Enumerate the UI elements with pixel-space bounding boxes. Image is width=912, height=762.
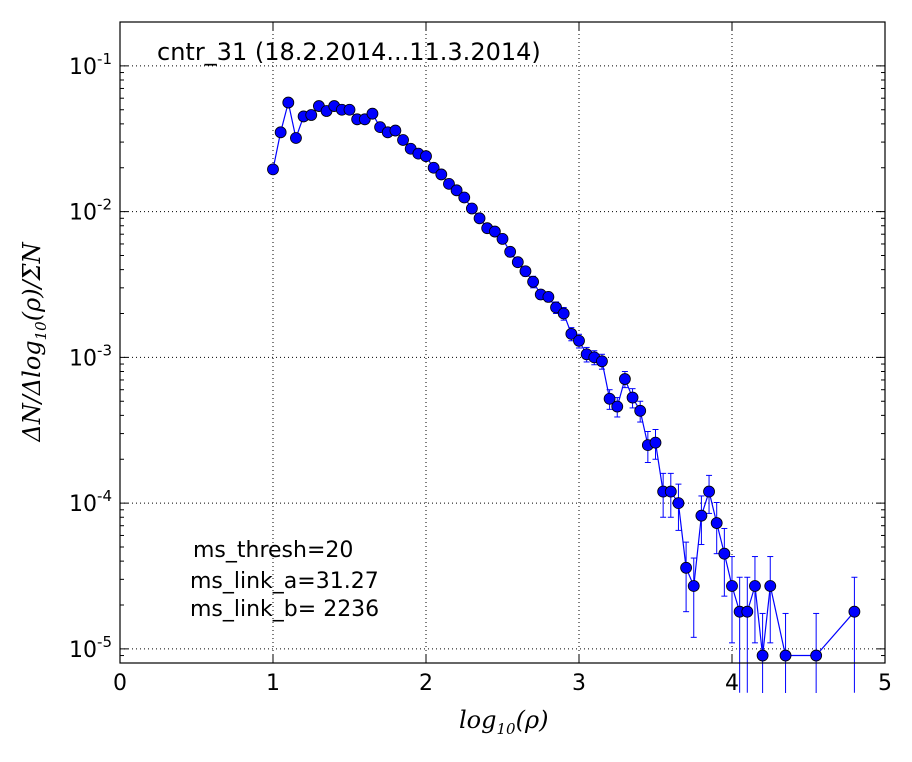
data-point: [519, 265, 532, 278]
data-point: [542, 290, 555, 303]
y-axis-label: ΔN/Δlog10(ρ)/ΣN: [18, 241, 50, 442]
data-point: [573, 334, 585, 347]
data-point: [756, 649, 769, 662]
data-point: [305, 109, 318, 121]
annotation-ms-link-a: ms_link_a=31.27: [190, 569, 379, 594]
data-point: [749, 580, 761, 592]
x-tick-label: 3: [572, 671, 586, 696]
annotation-ms-thresh: ms_thresh=20: [193, 538, 353, 563]
y-tick-label: 10-2: [69, 196, 112, 226]
data-point: [626, 391, 639, 404]
x-tick-label: 2: [419, 671, 433, 696]
data-point: [726, 580, 738, 592]
data-point: [557, 307, 570, 320]
data-point: [465, 202, 478, 215]
x-tick-label: 1: [266, 671, 280, 696]
data-point: [718, 547, 731, 560]
axis-ticks: 0 1 2 3 4 5 10-1 10-2 10-3 10-4 10-5: [69, 21, 892, 696]
data-point: [274, 126, 287, 139]
x-tick-label: 5: [878, 671, 892, 696]
data-point: [672, 497, 685, 510]
data-point: [764, 580, 777, 592]
data-point: [695, 509, 708, 522]
x-axis-label: log10(ρ): [459, 706, 548, 738]
data-point: [611, 400, 624, 413]
data-point: [473, 212, 486, 225]
annotation-ms-link-b: ms_link_b= 2236: [190, 597, 379, 622]
data-point: [290, 132, 302, 144]
data-point: [443, 177, 455, 190]
data-point: [267, 163, 279, 176]
data-point: [458, 191, 471, 204]
x-tick-label: 4: [725, 671, 739, 696]
data-point: [496, 232, 509, 245]
data-point: [435, 168, 448, 181]
chart-title: cntr_31 (18.2.2014...11.3.2014): [157, 38, 541, 66]
data-series: [267, 96, 861, 693]
data-point: [649, 436, 662, 449]
data-point: [527, 275, 539, 288]
data-point: [427, 161, 440, 174]
data-point: [389, 124, 402, 137]
data-point: [710, 517, 723, 529]
data-point: [596, 355, 608, 368]
data-point: [504, 245, 517, 258]
data-point: [343, 103, 356, 116]
data-point: [703, 485, 715, 498]
data-point: [810, 649, 823, 662]
data-point: [687, 580, 700, 592]
data-point: [282, 96, 295, 109]
data-point: [634, 404, 647, 417]
y-tick-label: 10-3: [69, 341, 112, 371]
data-point: [420, 150, 432, 163]
data-point: [664, 485, 677, 498]
data-point: [397, 134, 409, 146]
plot-frame: [119, 21, 886, 664]
x-tick-label: 0: [113, 671, 127, 696]
data-point: [741, 605, 754, 618]
x-axis-label-text: log10(ρ): [459, 706, 548, 738]
data-point: [565, 327, 578, 340]
y-axis-label-text: ΔN/Δlog10(ρ)/ΣN: [18, 241, 50, 442]
data-point: [680, 561, 692, 574]
data-point: [779, 649, 792, 662]
y-tick-label: 10-5: [69, 633, 112, 663]
data-point: [511, 256, 524, 269]
data-point: [488, 225, 501, 238]
y-tick-label: 10-4: [69, 487, 112, 517]
data-point: [450, 184, 463, 197]
data-point: [619, 373, 631, 385]
data-point: [603, 392, 616, 405]
y-tick-label: 10-1: [69, 50, 112, 80]
data-point: [848, 605, 861, 618]
data-point: [366, 107, 379, 120]
